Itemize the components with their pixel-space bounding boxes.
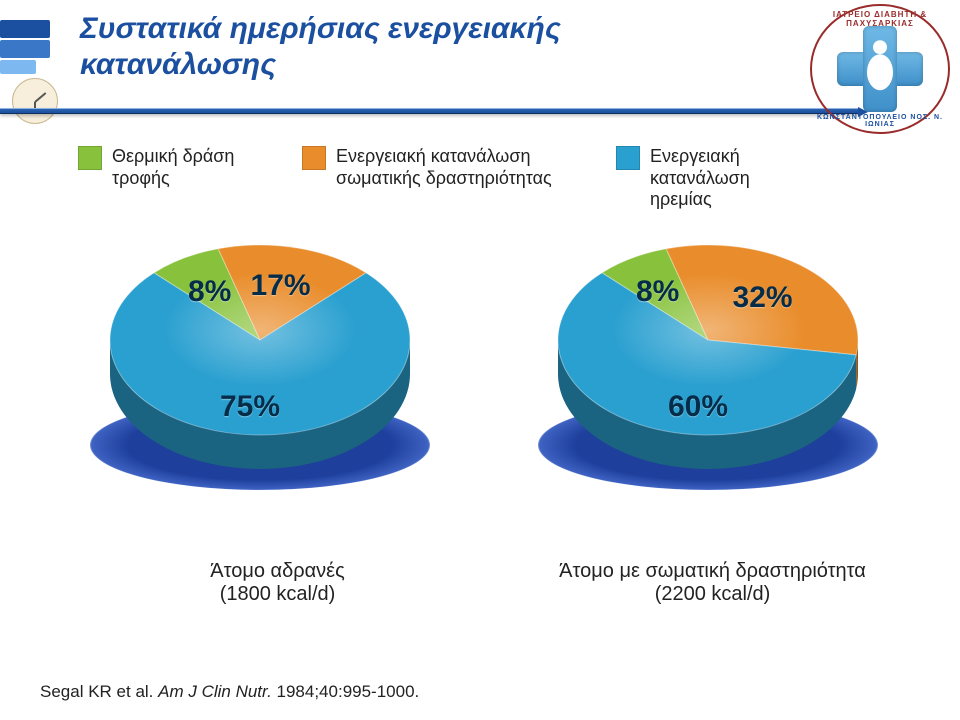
page-title: Συστατικά ημερήσιας ενεργειακής κατανάλω… [80, 12, 561, 82]
citation-suffix: 1984;40:995-1000. [272, 682, 419, 701]
legend-item: Ενεργειακή κατανάλωση ηρεμίας [616, 146, 800, 211]
legend-swatch [616, 146, 640, 170]
caption-line1: Άτομο αδρανές [210, 560, 344, 582]
citation-journal: Am J Clin Nutr. [158, 682, 272, 701]
pie-slice-label: 8% [188, 275, 231, 309]
header-rule [0, 108, 860, 114]
header-accent-bar [0, 20, 50, 38]
title-line-1: Συστατικά ημερήσιας ενεργειακής [80, 12, 561, 46]
legend: Θερμική δράση τροφής Ενεργειακή κατανάλω… [78, 146, 790, 211]
caption-left: Άτομο αδρανές (1800 kcal/d) [0, 560, 495, 606]
pie-chart-right: 8% 32% 60% [528, 230, 888, 450]
citation-prefix: Segal KR et al. [40, 682, 158, 701]
pie-3d: 8% 17% 75% [100, 230, 420, 450]
legend-label: Ενεργειακή κατανάλωση σωματικής δραστηρι… [336, 146, 576, 189]
caption-line2: (2200 kcal/d) [655, 583, 771, 605]
legend-swatch [302, 146, 326, 170]
legend-label: Θερμική δράση τροφής [112, 146, 262, 189]
legend-label: Ενεργειακή κατανάλωση ηρεμίας [650, 146, 800, 211]
pie-3d: 8% 32% 60% [548, 230, 868, 450]
charts-area: 8% 17% 75% 8% 32% 60% [0, 220, 960, 720]
logo-figure-icon [860, 38, 900, 94]
org-logo: ΙΑΤΡΕΙΟ ΔΙΑΒΗΤΗ & ΠΑΧΥΣΑΡΚΙΑΣ ΚΩΝΣΤΑΝΤΟΠ… [810, 4, 950, 134]
caption-right: Άτομο με σωματική δραστηριότητα (2200 kc… [495, 560, 960, 606]
logo-cross-icon [837, 26, 923, 112]
pie-slice-label: 75% [220, 390, 280, 424]
title-line-2: κατανάλωσης [80, 48, 561, 82]
citation: Segal KR et al. Am J Clin Nutr. 1984;40:… [40, 682, 419, 702]
legend-swatch [78, 146, 102, 170]
slide: { "title": { "line1": "Συστατικά ημερήσι… [0, 0, 960, 720]
legend-item: Ενεργειακή κατανάλωση σωματικής δραστηρι… [302, 146, 576, 189]
header-accent-bar [0, 60, 36, 74]
pie-chart-left: 8% 17% 75% [80, 230, 440, 450]
legend-item: Θερμική δράση τροφής [78, 146, 262, 189]
pie-slice-label: 32% [733, 281, 793, 315]
captions: Άτομο αδρανές (1800 kcal/d) Άτομο με σωμ… [0, 560, 960, 606]
pie-slice-label: 17% [251, 269, 311, 303]
logo-text-bottom: ΚΩΝΣΤΑΝΤΟΠΟΥΛΕΙΟ ΝΟΣ. Ν. ΙΩΝΙΑΣ [810, 114, 950, 128]
pie-slice-label: 60% [668, 390, 728, 424]
caption-line2: (1800 kcal/d) [220, 583, 336, 605]
caption-line1: Άτομο με σωματική δραστηριότητα [559, 560, 866, 582]
clock-icon [12, 78, 58, 124]
pie-slice-label: 8% [636, 275, 679, 309]
header-accent-bar [0, 40, 50, 58]
